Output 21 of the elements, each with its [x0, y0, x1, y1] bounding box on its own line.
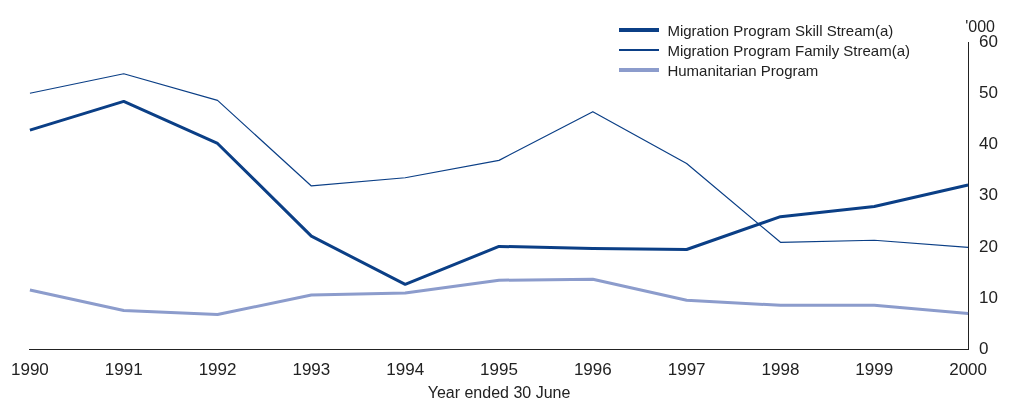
legend-label: Migration Program Skill Stream(a): [667, 21, 894, 39]
x-tick-label: 1991: [104, 360, 143, 380]
x-tick-label: 1998: [761, 360, 800, 380]
x-tick-label: 1992: [198, 360, 237, 380]
legend-label: Migration Program Family Stream(a): [667, 41, 910, 59]
x-tick-label: 1997: [667, 360, 706, 380]
x-tick-label: 1996: [573, 360, 612, 380]
y-tick-label: 0: [979, 339, 989, 359]
y-tick-label: 10: [979, 287, 999, 307]
y-tick-label: 20: [979, 236, 999, 256]
x-tick-label: 1994: [386, 360, 425, 380]
x-tick-label: 1999: [855, 360, 894, 380]
x-tick-label: 1993: [292, 360, 331, 380]
legend-label: Humanitarian Program: [667, 61, 819, 79]
x-axis-title: Year ended 30 June: [427, 383, 571, 401]
x-tick-label: 2000: [949, 360, 987, 380]
x-tick-label: 1990: [11, 360, 49, 380]
y-tick-label: 30: [979, 185, 999, 205]
y-tick-label: 50: [979, 82, 999, 102]
y-tick-label: 40: [979, 134, 999, 154]
x-tick-label: 1995: [480, 360, 518, 380]
